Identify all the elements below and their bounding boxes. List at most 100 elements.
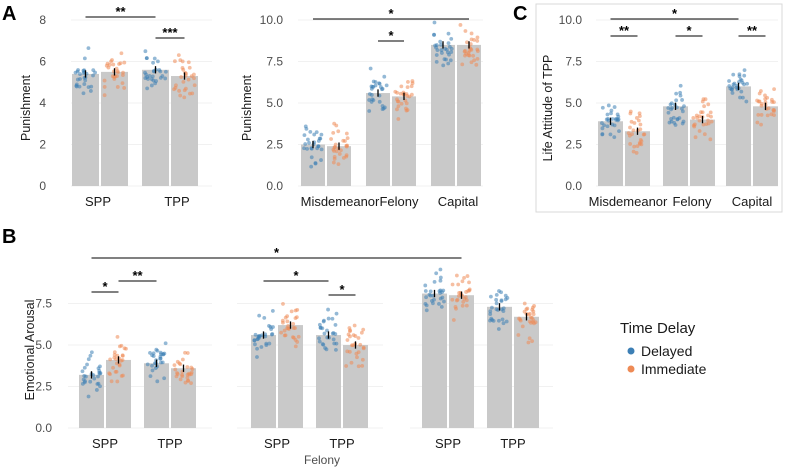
panel-a2-point-capital-immediate [465, 40, 469, 45]
panel-a-point-tpp-immediate [182, 88, 187, 93]
panel-b-g1-point-tpp-delayed [317, 322, 322, 327]
panel-b-g2-point-spp-delayed [428, 289, 433, 294]
panel-c-point-misdemeanor-delayed [612, 123, 617, 128]
panel-c-ytick: 5.0 [565, 96, 582, 110]
panel-a2-bar-misdemeanor-immediate [327, 146, 351, 186]
panel-a2-point-capital-delayed [446, 31, 451, 36]
panel-c-point-felony-immediate [697, 118, 702, 123]
panel-b-g1-point-spp-immediate [294, 315, 299, 320]
panel-c-point-felony-immediate [702, 132, 707, 137]
panel-a-point-tpp-immediate [188, 91, 192, 96]
panel-a-point-spp-delayed [91, 68, 96, 73]
panel-a2-sig-label: * [388, 28, 394, 43]
panel-b-g0-point-spp-delayed [86, 357, 91, 362]
panel-b-g2-point-tpp-delayed [488, 312, 493, 317]
panel-a-point-spp-immediate [118, 61, 123, 66]
panel-a-point-tpp-immediate [183, 70, 188, 75]
panel-a2-point-capital-delayed [447, 52, 451, 57]
panel-b-g1-point-tpp-immediate [352, 323, 357, 328]
panel-a2-point-felony-immediate [398, 91, 403, 96]
panel-a2-point-capital-immediate [463, 48, 467, 53]
panel-c-point-misdemeanor-immediate [634, 115, 639, 120]
panel-c-point-capital-immediate [759, 102, 764, 106]
panel-c-point-capital-immediate [763, 93, 767, 98]
panel-b-g2-point-tpp-immediate [530, 316, 534, 320]
panel-b-g1-point-spp-delayed [255, 355, 259, 359]
panel-c-xtick-capital: Capital [732, 194, 773, 209]
panel-a-point-spp-immediate [102, 93, 107, 98]
panel-b-g2-point-spp-delayed [442, 299, 446, 304]
legend-immediate-label: Immediate [641, 361, 707, 377]
panel-a-point-spp-immediate [114, 66, 119, 71]
panel-b-g1-point-tpp-immediate [360, 364, 365, 368]
panel-a-point-spp-delayed [86, 85, 91, 90]
panel-a2-point-capital-immediate [475, 35, 480, 40]
panel-b-g1-point-tpp-immediate [361, 327, 366, 332]
panel-c-point-capital-delayed [745, 81, 749, 86]
panel-c-point-capital-delayed [738, 95, 742, 100]
panel-c-point-misdemeanor-immediate [632, 144, 637, 149]
panel-b-g2-point-tpp-delayed [488, 309, 493, 314]
panel-b-g2-point-spp-immediate [454, 273, 459, 278]
panel-b-g2-point-spp-immediate [464, 303, 469, 308]
panel-a-point-tpp-immediate [179, 75, 184, 79]
panel-a2-point-capital-delayed [434, 53, 439, 57]
panel-a-point-spp-delayed [74, 83, 79, 88]
panel-b-g1-point-spp-immediate [282, 328, 287, 333]
panel-a2-point-capital-delayed [449, 37, 454, 41]
panel-a-xtick-spp: SPP [85, 194, 111, 209]
panel-a2-point-capital-delayed [441, 63, 446, 68]
panel-c-point-felony-immediate [709, 114, 713, 119]
panel-c-point-misdemeanor-delayed [605, 124, 610, 129]
panel-c-point-misdemeanor-immediate [637, 114, 642, 118]
panel-a2-point-misdemeanor-delayed [311, 142, 316, 147]
panel-b-ytick: 2.5 [35, 380, 52, 394]
panel-a-point-spp-immediate [111, 62, 116, 67]
panel-a2-point-misdemeanor-delayed [319, 147, 324, 152]
panel-c-bar-misdemeanor-immediate [625, 131, 650, 186]
panel-a-point-spp-delayed [82, 82, 87, 86]
panel-b-g0-point-spp-delayed [98, 364, 102, 369]
panel-b-g0-point-spp-delayed [86, 394, 91, 399]
panel-b-g1-point-spp-immediate [291, 322, 296, 326]
panel-b-g1-point-spp-immediate [281, 302, 285, 306]
panel-a2-point-misdemeanor-delayed [316, 139, 321, 143]
panel-b-g2-point-spp-delayed [440, 295, 445, 300]
panel-a-point-spp-immediate [122, 86, 127, 90]
panel-a2-point-felony-immediate [399, 84, 404, 89]
panel-c-xtick-felony: Felony [672, 194, 712, 209]
panel-a2-point-felony-immediate [404, 108, 409, 113]
panel-b-ytick: 5.0 [35, 338, 52, 352]
panel-a2-point-misdemeanor-delayed [308, 129, 313, 134]
panel-c-point-capital-immediate [755, 120, 760, 125]
panel-b-sig-label: ** [132, 268, 143, 283]
panel-b-g2-point-spp-delayed [437, 302, 441, 306]
panel-a2-point-felony-delayed [369, 100, 374, 104]
panel-a-point-tpp-delayed [143, 76, 148, 80]
panel-c-point-misdemeanor-immediate [629, 119, 634, 124]
panel-b-g1-point-spp-delayed [255, 346, 259, 351]
panel-c-point-misdemeanor-delayed [600, 105, 605, 110]
panel-a2-point-felony-delayed [382, 105, 387, 110]
panel-a-point-tpp-delayed [163, 69, 168, 74]
panel-b-g0-point-tpp-delayed [153, 366, 158, 371]
panel-a2-point-felony-immediate [395, 107, 399, 112]
panel-a2-xtick-capital: Capital [438, 194, 479, 209]
panel-a2-point-felony-delayed [367, 109, 372, 113]
panel-a-point-tpp-delayed [149, 77, 154, 81]
panel-b-ylabel: Emotional Arousal [23, 300, 37, 401]
panel-a2-point-capital-delayed [439, 51, 444, 55]
panel-a-point-tpp-delayed [151, 69, 156, 73]
panel-b-g2-bar-spp-immediate [449, 295, 474, 428]
panel-b-g0-point-spp-delayed [81, 377, 86, 382]
panel-a-point-tpp-delayed [143, 49, 148, 54]
panel-b-g0-point-spp-immediate [121, 373, 125, 378]
panel-c-point-misdemeanor-immediate [635, 144, 640, 149]
panel-b-g0-point-tpp-immediate [189, 365, 194, 370]
panel-a2-point-misdemeanor-delayed [307, 141, 311, 145]
panel-c-point-capital-immediate [756, 112, 761, 117]
panel-b-g0-point-spp-delayed [92, 376, 97, 381]
panel-c-point-capital-delayed [727, 79, 731, 83]
panel-b-g0-point-tpp-immediate [180, 373, 184, 377]
panel-b-g2-point-tpp-immediate [530, 339, 535, 344]
